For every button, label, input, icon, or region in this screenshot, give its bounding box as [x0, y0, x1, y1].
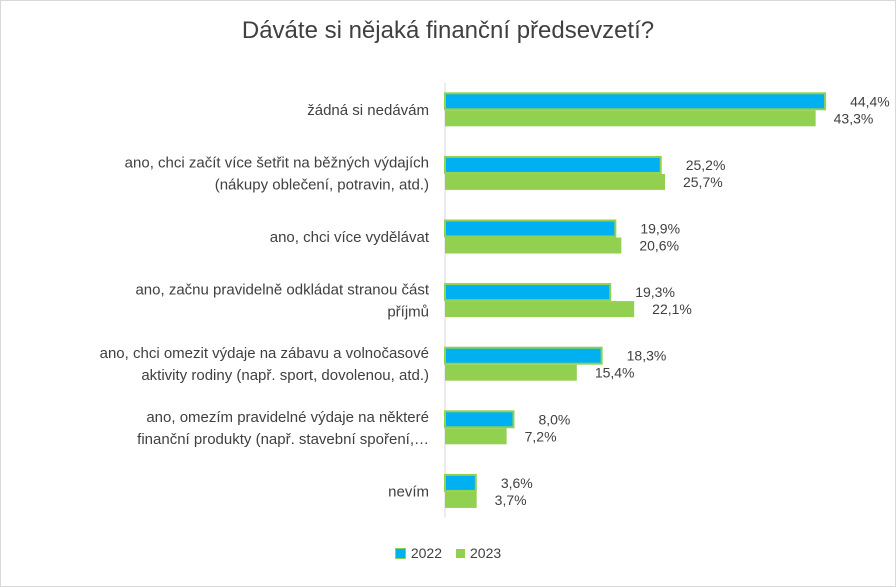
data-label-2023: 15,4%: [595, 365, 635, 381]
category-label-line: ano, omezím pravidelné výdaje na některé: [146, 409, 429, 426]
legend-label-2022: 2022: [410, 545, 442, 561]
legend-swatch-2022: [394, 547, 406, 559]
data-label-2022: 18,3%: [627, 348, 667, 364]
category-label: žádná si nedávám: [307, 102, 429, 119]
category-label: ano, chci začít více šetřit na běžných v…: [125, 154, 429, 193]
data-label-2023: 20,6%: [639, 238, 679, 254]
category-label-line: žádná si nedávám: [307, 102, 429, 119]
data-label-2022: 44,4%: [850, 93, 890, 109]
data-label-2023: 22,1%: [652, 301, 692, 317]
data-label-2023: 25,7%: [683, 174, 723, 190]
bar-2022: [444, 92, 827, 111]
data-label-2022: 19,9%: [640, 221, 680, 237]
category-label-line: finanční produkty (např. stavební spořen…: [137, 431, 429, 448]
category-label-line: (nákupy oblečení, potravin, atd.): [215, 176, 429, 193]
bar-2023: [445, 428, 507, 445]
bar-2022: [444, 219, 617, 238]
bar-2022: [444, 283, 612, 302]
category-label: nevím: [388, 483, 429, 500]
legend-item-2023: 2023: [456, 545, 501, 561]
category-label-line: ano, chci více vydělávat: [270, 229, 430, 246]
bar-2023: [445, 301, 635, 318]
category-label: ano, chci omezit výdaje na zábavu a voln…: [100, 345, 429, 384]
bar-2022: [444, 155, 662, 174]
data-label-2023: 3,7%: [495, 492, 527, 508]
bar-2022: [444, 410, 515, 429]
bar-2022: [444, 346, 603, 365]
legend-swatch-2023: [456, 548, 465, 558]
bar-2023: [445, 110, 816, 127]
bar-2023: [445, 237, 622, 254]
category-label: ano, chci více vydělávat: [270, 229, 430, 246]
data-label-2022: 3,6%: [501, 475, 533, 491]
category-label-line: nevím: [388, 483, 429, 500]
legend-label-2023: 2023: [470, 545, 502, 561]
category-label-line: ano, chci začít více šetřit na běžných v…: [125, 154, 429, 171]
data-label-2022: 19,3%: [635, 284, 675, 300]
legend: 2022 2023: [1, 545, 895, 561]
bar-2023: [445, 364, 577, 381]
category-label-line: příjmů: [387, 304, 429, 321]
bar-2023: [445, 173, 665, 190]
chart-title: Dáváte si nějaká finanční předsevzetí?: [241, 17, 655, 44]
category-label-line: ano, začnu pravidelně odkládat stranou č…: [135, 282, 429, 299]
data-label-2022: 8,0%: [538, 411, 570, 427]
data-label-2022: 25,2%: [686, 157, 726, 173]
legend-item-2022: 2022: [394, 545, 442, 561]
category-label: ano, začnu pravidelně odkládat stranou č…: [135, 282, 429, 321]
data-label-2023: 43,3%: [834, 110, 874, 126]
bar-2022: [444, 473, 477, 492]
category-label: ano, omezím pravidelné výdaje na některé…: [137, 409, 429, 448]
bar-2023: [445, 491, 477, 508]
category-label-line: aktivity rodiny (např. sport, dovolenou,…: [141, 367, 429, 384]
category-label-line: ano, chci omezit výdaje na zábavu a voln…: [100, 345, 429, 362]
data-label-2023: 7,2%: [525, 428, 557, 444]
